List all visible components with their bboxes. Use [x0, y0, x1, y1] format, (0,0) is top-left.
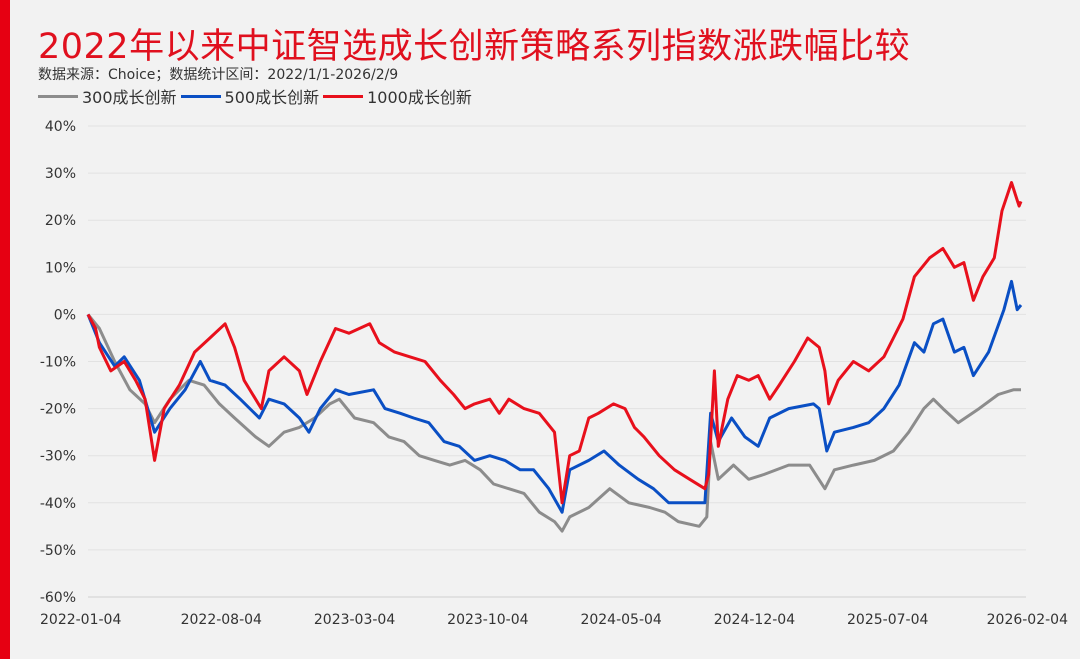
y-tick-label: -10% [40, 355, 76, 371]
chart-subtitle: 数据来源：Choice；数据统计区间：2022/1/1-2026/2/9 [38, 67, 399, 83]
series-lines [86, 181, 1023, 533]
legend-item-300: 300成长创新 [38, 84, 177, 108]
x-axis: 2022-01-04 2022-08-04 2023-03-04 2023-10-04… [40, 612, 1068, 628]
legend-label: 1000成长创新 [367, 88, 472, 107]
accent-bar [0, 0, 10, 659]
series-line-1000 [86, 181, 1023, 505]
x-tick-label: 2023-10-04 [447, 612, 528, 628]
legend-swatch [180, 94, 221, 98]
legend: 300成长创新 500成长创新 1000成长创新 [38, 84, 476, 108]
legend-swatch [323, 94, 364, 98]
x-tick-label: 2025-07-04 [847, 612, 928, 628]
x-tick-label: 2023-03-04 [314, 612, 395, 628]
y-axis: 40% 30% 20% 10% 0% -10% -20% -30% -40% -50% -60% [40, 119, 76, 606]
gridlines [88, 125, 1026, 598]
y-tick-label: 10% [45, 260, 76, 276]
legend-swatch [38, 94, 78, 98]
x-tick-label: 2024-05-04 [580, 612, 661, 628]
y-tick-label: -50% [40, 543, 76, 559]
legend-item-500: 500成长创新 [180, 84, 320, 108]
x-tick-label: 2026-02-04 [987, 612, 1068, 628]
legend-label: 300成长创新 [82, 88, 177, 107]
y-tick-label: -60% [40, 590, 76, 606]
x-tick-label: 2022-08-04 [181, 612, 262, 628]
y-tick-label: 40% [45, 119, 76, 135]
x-tick-label: 2022-01-04 [40, 612, 121, 628]
series-line-300 [86, 313, 1021, 533]
chart-title: 2022年以来中证智选成长创新策略系列指数涨跌幅比较 [38, 27, 911, 67]
y-tick-label: -20% [40, 402, 76, 418]
y-tick-label: 30% [45, 166, 76, 182]
legend-item-1000: 1000成长创新 [323, 84, 472, 108]
y-tick-label: 0% [54, 307, 76, 323]
y-tick-label: -40% [40, 496, 76, 512]
x-tick-label: 2024-12-04 [714, 612, 795, 628]
y-tick-label: 20% [45, 213, 76, 229]
y-tick-label: -30% [40, 449, 76, 465]
series-line-500 [86, 279, 1023, 514]
legend-label: 500成长创新 [224, 88, 320, 107]
